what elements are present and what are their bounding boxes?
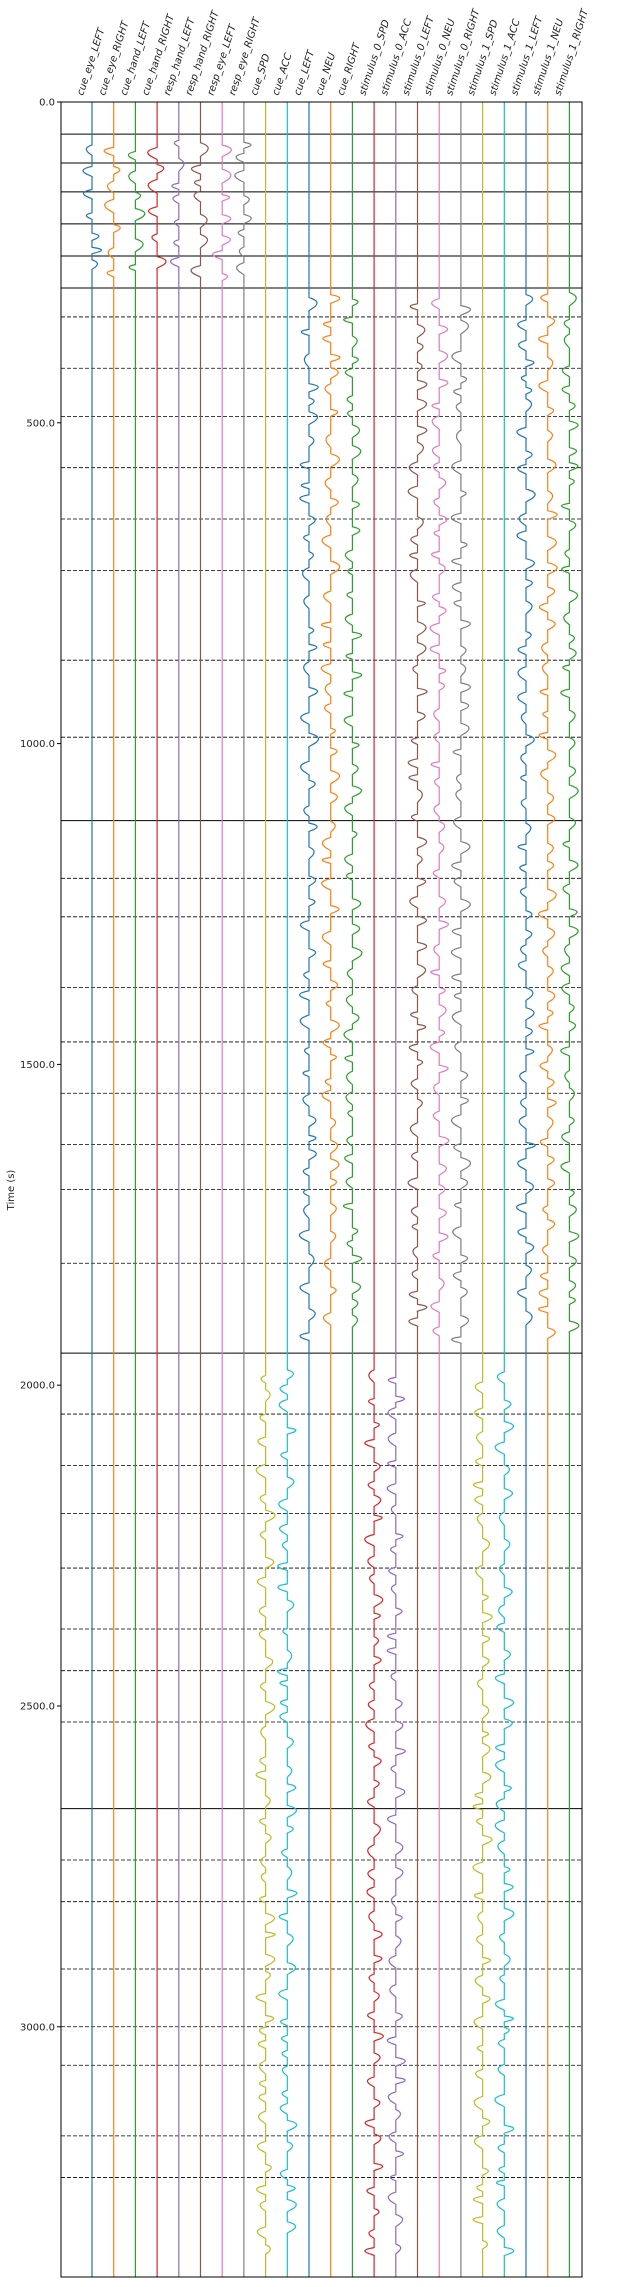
run-and-trial-boundaries [61,101,582,2278]
channel-trace-stimulus-1-left [515,102,536,2277]
channel-traces [82,102,580,2277]
channel-trace-resp-eye-right [234,102,252,2277]
axes-frame [60,101,583,2278]
y-tick-label: 2000.0 [20,1381,55,1392]
channel-trace-stimulus-1-right [560,102,580,2277]
channel-trace-stimulus-1-neu [537,102,558,2277]
channel-trace-stimulus-0-acc [386,102,406,2277]
y-axis-label: Time (s) [6,1170,17,1212]
channel-trace-resp-hand-right [190,102,209,2277]
y-tick-label: 0.0 [39,98,55,109]
channel-trace-stimulus-0-neu [429,102,450,2277]
channel-trace-stimulus-0-right [450,102,472,2277]
channel-trace-cue-hand-left [127,102,146,2277]
channel-trace-stimulus-1-spd [472,102,493,2277]
channel-trace-cue-left [298,102,320,2277]
y-axis-ticks: 0.0 500.0 1000.0 1500.0 2000.0 2500.0 3000.0 [20,98,61,2033]
channel-trace-stimulus-0-spd [364,102,384,2277]
channel-trace-cue-spd [255,102,276,2277]
channel-trace-resp-hand-left [169,102,185,2277]
y-tick-label: 2500.0 [20,1701,55,1712]
channel-trace-cue-acc [277,102,298,2277]
channel-trace-cue-eye-left [82,102,103,2277]
channel-trace-stimulus-0-left [407,102,428,2277]
channel-trace-cue-hand-right [147,102,167,2277]
channel-trace-cue-right [342,102,363,2277]
channel-trace-cue-neu [320,102,341,2277]
y-tick-label: 1500.0 [20,1060,55,1071]
channel-trace-resp-eye-left [212,102,232,2277]
channel-trace-cue-eye-right [103,102,121,2277]
y-tick-label: 3000.0 [20,2022,55,2033]
y-tick-label: 1000.0 [20,739,55,750]
channel-trace-stimulus-1-acc [494,102,515,2277]
y-tick-label: 500.0 [26,418,55,429]
